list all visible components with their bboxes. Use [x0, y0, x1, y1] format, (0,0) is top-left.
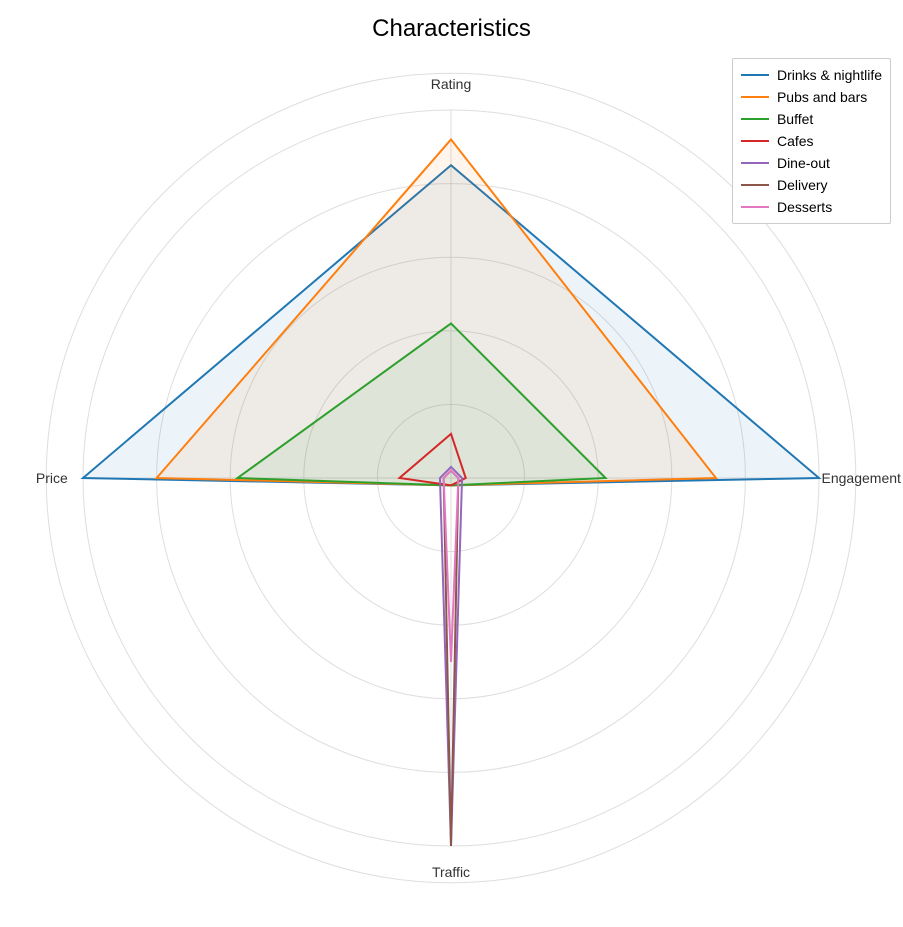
radar-chart-container: Characteristics Drinks & nightlifePubs a…	[0, 0, 903, 927]
legend-label: Cafes	[777, 133, 814, 149]
legend-item: Drinks & nightlife	[741, 64, 882, 86]
legend-swatch	[741, 206, 769, 208]
legend-item: Buffet	[741, 108, 882, 130]
legend-label: Dine-out	[777, 155, 830, 171]
legend-swatch	[741, 118, 769, 120]
legend-item: Dine-out	[741, 152, 882, 174]
legend-swatch	[741, 96, 769, 98]
axis-label: Price	[36, 470, 68, 486]
legend-item: Desserts	[741, 196, 882, 218]
legend-swatch	[741, 140, 769, 142]
legend-item: Cafes	[741, 130, 882, 152]
legend-label: Drinks & nightlife	[777, 67, 882, 83]
legend-label: Pubs and bars	[777, 89, 867, 105]
legend-label: Delivery	[777, 177, 828, 193]
legend-label: Desserts	[777, 199, 832, 215]
axis-label: Traffic	[432, 864, 470, 880]
axis-label: Engagement	[822, 470, 901, 486]
legend-swatch	[741, 74, 769, 76]
legend-item: Pubs and bars	[741, 86, 882, 108]
legend-item: Delivery	[741, 174, 882, 196]
chart-legend: Drinks & nightlife Pubs and bars Buffet Caf…	[732, 58, 891, 224]
legend-label: Buffet	[777, 111, 813, 127]
legend-swatch	[741, 162, 769, 164]
legend-swatch	[741, 184, 769, 186]
axis-label: Rating	[431, 76, 471, 92]
